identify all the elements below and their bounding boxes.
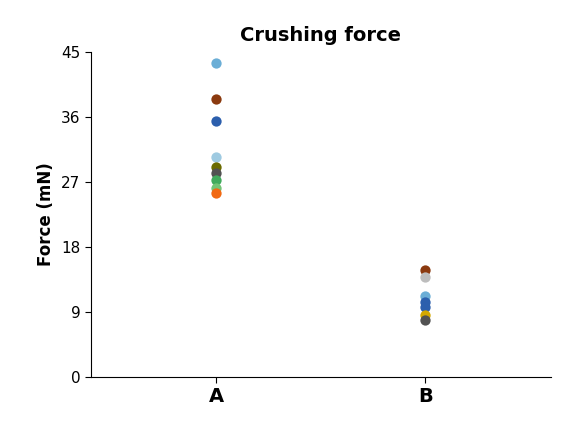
Point [212,95,221,102]
Point [212,184,221,191]
Point [421,292,430,299]
Point [212,117,221,124]
Point [212,177,221,184]
Point [421,266,430,273]
Point [212,189,221,196]
Y-axis label: Force (mN): Force (mN) [37,162,56,266]
Point [212,164,221,171]
Point [421,317,430,324]
Point [212,153,221,160]
Point [421,298,430,305]
Point [421,274,430,281]
Point [421,311,430,318]
Title: Crushing force: Crushing force [240,26,402,45]
Point [421,304,430,311]
Point [212,170,221,177]
Point [212,59,221,66]
